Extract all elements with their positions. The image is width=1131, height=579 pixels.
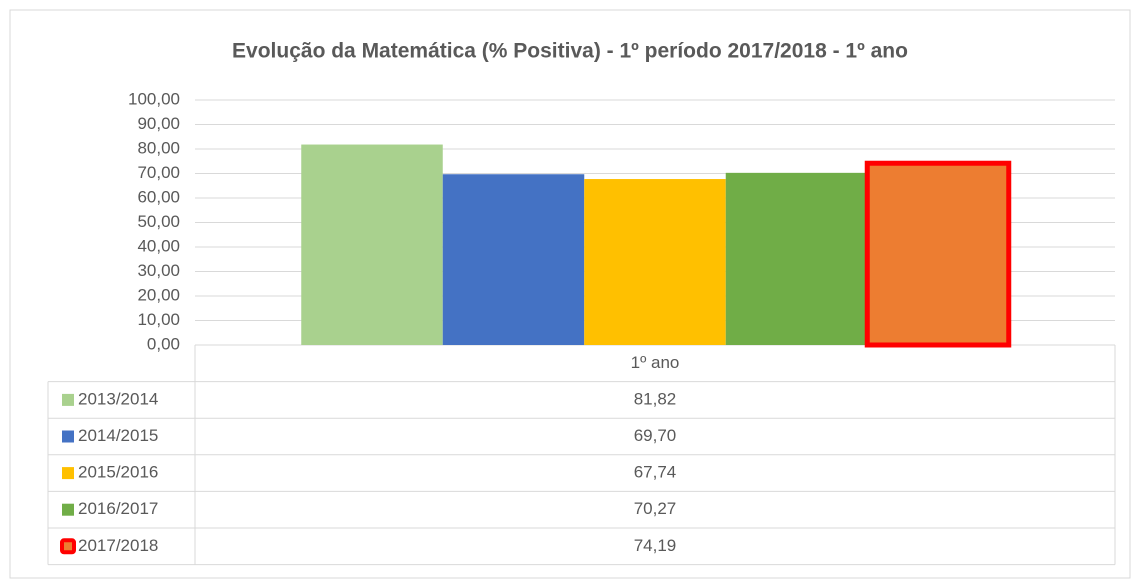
y-tick-label: 100,00 [128, 89, 180, 108]
legend-label: 2014/2015 [78, 426, 158, 445]
legend-label: 2013/2014 [78, 389, 158, 408]
y-tick-label: 70,00 [137, 163, 180, 182]
legend-label: 2015/2016 [78, 463, 158, 482]
legend-label: 2017/2018 [78, 536, 158, 555]
y-tick-label: 30,00 [137, 261, 180, 280]
bar [864, 160, 1012, 348]
x-tick-label: 1º ano [631, 353, 680, 372]
data-label: 74,19 [634, 536, 677, 555]
y-tick-label: 90,00 [137, 114, 180, 133]
y-tick-label: 10,00 [137, 310, 180, 329]
legend-key [62, 393, 74, 406]
y-tick-label: 40,00 [137, 236, 180, 255]
y-tick-label: 50,00 [137, 212, 180, 231]
legend-key [62, 430, 74, 443]
legend-key [60, 538, 76, 555]
data-label: 81,82 [634, 389, 677, 408]
y-tick-label: 80,00 [137, 138, 180, 157]
data-label: 67,74 [634, 463, 677, 482]
legend-key [62, 503, 74, 516]
y-tick-label: 60,00 [137, 187, 180, 206]
y-tick-label: 20,00 [137, 285, 180, 304]
bar [725, 172, 868, 345]
bar [584, 179, 726, 345]
legend-label: 2016/2017 [78, 499, 158, 518]
data-label: 70,27 [634, 499, 677, 518]
bar [442, 174, 585, 345]
data-label: 69,70 [634, 426, 677, 445]
legend-key [62, 467, 74, 480]
chart-title: Evolução da Matemática (% Positiva) - 1º… [232, 40, 908, 63]
y-tick-label: 0,00 [147, 334, 180, 353]
bar [301, 144, 443, 345]
